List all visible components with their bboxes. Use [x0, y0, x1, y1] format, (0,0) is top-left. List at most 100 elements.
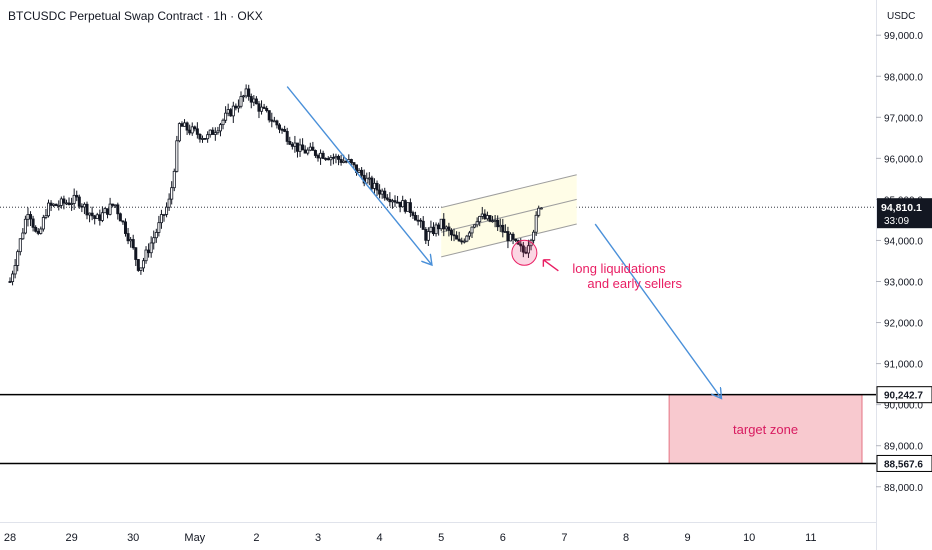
candle-body	[485, 215, 489, 220]
candle-body	[106, 208, 110, 215]
candle-body	[534, 214, 538, 233]
candle-body	[272, 120, 276, 123]
candle-body	[265, 108, 269, 112]
x-tick-label: 7	[561, 532, 567, 544]
candle-body	[36, 230, 40, 234]
candle-body	[134, 247, 138, 260]
candle-body	[447, 226, 451, 231]
candle-body	[519, 243, 523, 247]
candle-body	[23, 218, 27, 234]
candle-body	[34, 226, 38, 232]
candle-body	[147, 249, 151, 254]
candle-body	[521, 245, 525, 253]
candle-body	[254, 98, 258, 105]
candle-body	[49, 202, 53, 206]
candle-body	[337, 155, 341, 160]
candle-body	[93, 215, 97, 219]
candle-body	[491, 220, 495, 223]
candle-body	[290, 143, 294, 147]
candle-body	[331, 157, 335, 159]
y-tick-label: 93,000.0	[884, 278, 923, 289]
x-tick-label: 28	[4, 532, 16, 544]
candle-body	[47, 202, 51, 217]
candle-body	[242, 95, 246, 98]
candle-body	[64, 202, 68, 205]
candle-body	[383, 190, 387, 199]
x-tick-label: 3	[315, 532, 321, 544]
candle-body	[203, 138, 207, 140]
candle-body	[460, 240, 464, 243]
candle-body	[537, 207, 541, 216]
candle-body	[360, 169, 364, 176]
candle-body	[159, 214, 163, 224]
x-tick-label: May	[184, 532, 205, 544]
candle-body	[370, 177, 374, 189]
candle-body	[57, 204, 61, 207]
candle-body	[493, 219, 497, 222]
candle-body	[498, 224, 502, 228]
candle-body	[190, 126, 194, 134]
candle-body	[126, 233, 130, 242]
level-label: 88,567.6	[884, 459, 923, 470]
candle-body	[154, 232, 158, 239]
liquidation-circle	[511, 239, 538, 266]
candle-body	[532, 231, 536, 241]
candle-body	[234, 105, 238, 109]
candle-body	[67, 202, 71, 205]
candle-body	[62, 198, 66, 204]
candle-body	[511, 233, 515, 240]
candle-body	[167, 198, 171, 208]
candle-body	[421, 220, 425, 230]
candle-body	[8, 281, 12, 283]
x-tick-label: 8	[623, 532, 629, 544]
candle-body	[285, 131, 289, 142]
time-axis-separator	[0, 522, 876, 523]
y-tick-label: 97,000.0	[884, 113, 923, 124]
candle-body	[100, 212, 104, 221]
candle-body	[152, 237, 156, 244]
candle-body	[111, 203, 115, 206]
candle-body	[514, 238, 518, 241]
candle-body	[75, 194, 79, 198]
candle-body	[526, 245, 530, 254]
candle-body	[408, 202, 412, 213]
level-label-box	[876, 386, 932, 404]
candle-body	[385, 197, 389, 200]
candle-body	[229, 109, 233, 117]
y-tick-label: 88,000.0	[884, 483, 923, 494]
candle-body	[39, 228, 43, 234]
candle-body	[390, 200, 394, 203]
target-zone-layer: target zone	[668, 394, 863, 464]
candle-body	[388, 198, 392, 203]
candle-body	[80, 205, 84, 208]
candle-body	[185, 122, 189, 131]
candle-body	[141, 260, 145, 269]
candle-body	[503, 231, 507, 233]
candle-body	[298, 144, 302, 152]
candle-body	[54, 203, 58, 207]
candle-body	[72, 194, 76, 204]
candle-body	[121, 220, 125, 223]
candle-body	[211, 129, 215, 135]
candle-body	[118, 213, 122, 222]
currency-label[interactable]: USDC	[887, 11, 916, 22]
candle-body	[313, 150, 317, 156]
price-axis-separator	[876, 0, 877, 550]
chart-title: BTCUSDC Perpetual Swap Contract · 1h · O…	[8, 9, 263, 23]
candle-body	[375, 182, 379, 191]
candle-body	[139, 267, 143, 271]
candle-body	[103, 208, 107, 214]
candle-body	[257, 103, 261, 112]
candle-body	[260, 106, 264, 112]
level-label-box	[876, 454, 932, 472]
candle-body	[157, 222, 161, 233]
candle-body	[249, 96, 253, 103]
candle-body	[439, 218, 443, 230]
candle-body	[329, 157, 333, 161]
price-axis: 88,000.0 89,000.0 90,000.0 91,000.0 92,000.0…	[876, 31, 932, 494]
candle-body	[124, 221, 128, 234]
candle-body	[82, 203, 86, 208]
candle-body	[488, 215, 492, 222]
